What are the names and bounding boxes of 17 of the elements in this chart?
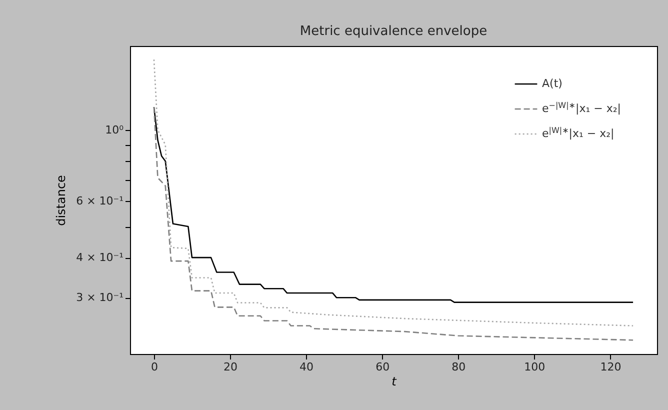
x-tick-label: 40	[300, 360, 314, 374]
y-axis-title: distance	[54, 175, 68, 226]
x-tick-label: 120	[600, 360, 622, 374]
x-tick-label: 0	[150, 360, 158, 374]
y-tick-label: 10⁰	[105, 124, 124, 137]
x-tick-label: 20	[224, 360, 238, 374]
legend-label: A(t)	[542, 77, 562, 90]
y-tick-label: 3 × 10⁻¹	[76, 291, 124, 304]
chart-title: Metric equivalence envelope	[300, 24, 488, 39]
legend-label: e$^{−|W|∗}$|x₁ − x₂|	[542, 100, 621, 115]
x-axis-title: t	[392, 374, 398, 388]
legend-label: e$^{|W|∗}$|x₁ − x₂|	[542, 126, 614, 140]
x-tick-label: 100	[524, 360, 546, 374]
x-tick-label: 60	[376, 360, 390, 374]
x-tick-label: 80	[452, 360, 466, 374]
y-tick-label: 4 × 10⁻¹	[76, 251, 124, 264]
y-tick-label: 6 × 10⁻¹	[76, 194, 124, 208]
